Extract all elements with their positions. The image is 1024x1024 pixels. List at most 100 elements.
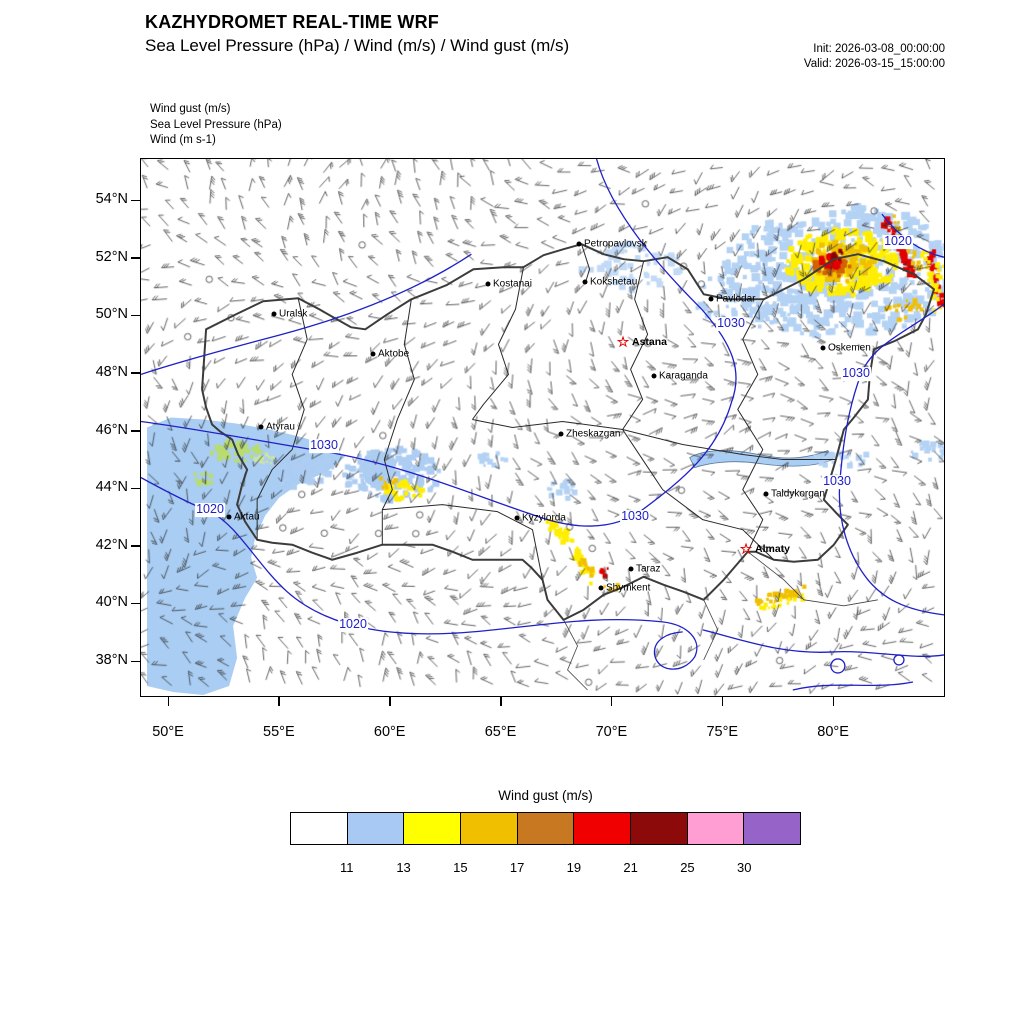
city-label: Petropavlovsk (584, 238, 647, 250)
axis-tick (832, 697, 835, 706)
city-dot-marker (271, 311, 277, 317)
contour-closed-low-1 (830, 658, 846, 674)
map-frame: Petropavlovsk Kostanai Kokshetau Pavlodar Ur… (140, 158, 945, 697)
pressure-label: 1020 (883, 234, 913, 249)
pressure-label: 1030 (822, 474, 852, 489)
colorbar-tick-label: 19 (566, 860, 582, 875)
axis-tick (131, 199, 140, 201)
colorbar-tick-label: 15 (453, 860, 468, 875)
colorbar-segment (630, 812, 688, 845)
lat-axis-label: 52°N (95, 248, 128, 265)
axis-tick (131, 545, 140, 547)
colorbar-segment (516, 812, 575, 845)
legend-wind-gust: Wind gust (m/s) (150, 103, 231, 115)
contour-se-wiggles (702, 629, 944, 691)
city-label: Kokshetau (590, 276, 638, 288)
lat-axis-label: 50°N (95, 306, 128, 323)
pressure-label: 1020 (338, 617, 368, 632)
lat-axis-label: 42°N (95, 536, 128, 553)
neighbor-borders (563, 551, 878, 691)
lat-axis-label: 40°N (95, 594, 128, 611)
lat-axis-label: 46°N (95, 421, 128, 438)
axis-tick (131, 602, 140, 605)
run-times: Init: 2026-03-08_00:00:00 Valid: 2026-03… (804, 42, 945, 72)
page-subtitle: Sea Level Pressure (hPa) / Wind (m/s) / … (145, 36, 570, 55)
city-dot-marker (514, 515, 520, 521)
init-time: Init: 2026-03-08_00:00:00 (813, 43, 945, 55)
legend-wind: Wind (m s-1) (150, 134, 216, 146)
city-label: Aktobe (378, 348, 410, 360)
field-legend: Wind gust (m/s) Sea Level Pressure (hPa)… (150, 102, 282, 149)
pressure-label: 1020 (195, 502, 225, 517)
pressure-label: 1030 (620, 509, 650, 524)
city-dot-marker (820, 345, 826, 351)
lon-axis-label: 65°E (484, 724, 517, 740)
city-dot-marker (582, 279, 588, 285)
colorbar-segment (743, 812, 802, 845)
city-label: Kostanai (493, 278, 532, 290)
lon-axis-label: 80°E (817, 724, 849, 740)
city-dot-marker (485, 281, 491, 287)
axis-tick (389, 697, 391, 706)
axis-tick (131, 314, 140, 317)
axis-tick (131, 487, 140, 490)
city-label: Shymkent (606, 582, 651, 594)
colorbar-tick-label: 30 (736, 860, 752, 875)
contour-nw (141, 253, 472, 376)
colorbar-segment (403, 812, 462, 845)
city-label: Kyzylorda (522, 512, 566, 524)
axis-tick (131, 372, 140, 374)
city-label: Aktau (234, 511, 260, 523)
colorbar-title: Wind gust (m/s) (498, 788, 593, 803)
axis-tick (278, 697, 280, 706)
contour-1020-south (141, 477, 698, 670)
city-dot-marker (226, 514, 232, 520)
legend-slp: Sea Level Pressure (hPa) (150, 118, 282, 131)
pressure-label: 1030 (309, 438, 339, 453)
axis-tick (131, 660, 140, 663)
annotation-layer: Petropavlovsk Kostanai Kokshetau Pavlodar Ur… (141, 159, 944, 696)
colorbar-tick-label: 25 (680, 860, 695, 875)
city-label: Taldykorgan (771, 488, 825, 500)
colorbar-tick-label: 21 (623, 860, 638, 875)
axis-tick (721, 697, 724, 706)
city-star-marker: ☆ (739, 540, 753, 557)
city-dot-marker (598, 585, 604, 591)
axis-tick (167, 697, 169, 706)
city-label: Atyrau (266, 421, 295, 433)
city-dot-marker (651, 373, 657, 379)
pressure-label: 1030 (716, 316, 746, 331)
region-borders (256, 244, 836, 580)
colorbar-tick-label: 13 (396, 860, 411, 875)
lon-axis-label: 75°E (706, 724, 739, 740)
city-label: Taraz (636, 563, 661, 575)
wind-barbs-canvas (141, 159, 944, 696)
city-dot-marker (558, 431, 564, 437)
city-star-marker: ☆ (616, 333, 630, 350)
colorbar-segment (346, 812, 405, 845)
colorbar-tick-label: 17 (509, 860, 525, 875)
pressure-label: 1030 (841, 366, 871, 381)
page-title: KAZHYDROMET REAL-TIME WRF (145, 12, 439, 32)
city-dot-marker (628, 566, 634, 572)
city-label: Oskemen (828, 342, 871, 354)
axis-tick (500, 697, 502, 706)
colorbar-segment (460, 812, 518, 845)
axis-tick (131, 430, 140, 432)
line-layer (141, 159, 944, 691)
contour-closed-low-2 (893, 654, 905, 666)
lat-axis-label: 44°N (95, 479, 128, 496)
colorbar-segment (573, 812, 632, 845)
city-label: Astana (632, 336, 668, 348)
axis-tick (131, 257, 140, 259)
city-label: Zheskazgan (566, 428, 621, 440)
city-dot-marker (708, 296, 714, 302)
lat-axis-label: 54°N (95, 191, 128, 207)
kazakhstan-border (201, 243, 935, 621)
lon-axis-label: 60°E (373, 724, 406, 740)
lon-axis-label: 55°E (263, 724, 295, 740)
colorbar (290, 812, 802, 845)
city-label: Pavlodar (716, 293, 756, 305)
city-dot-marker (576, 241, 582, 247)
